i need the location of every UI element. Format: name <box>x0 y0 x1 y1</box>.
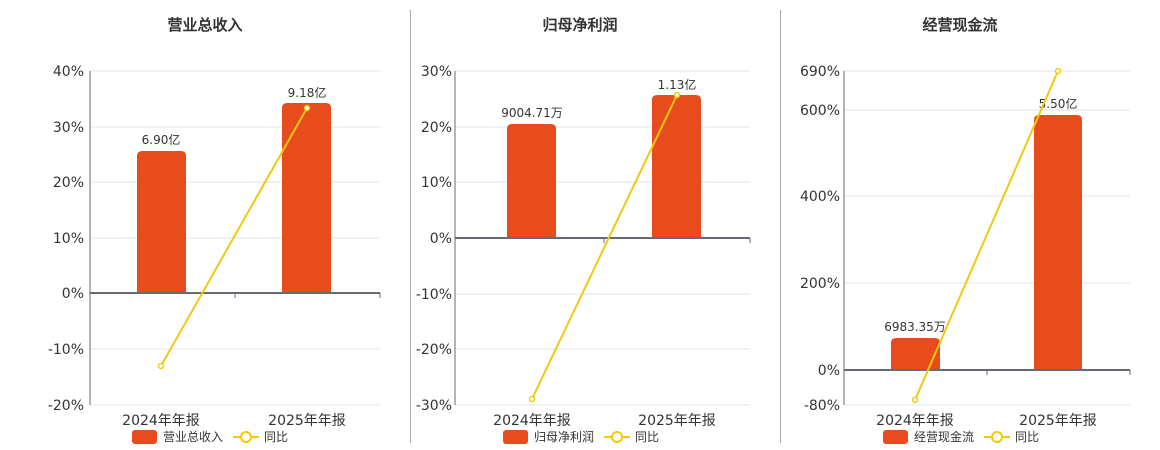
svg-text:30%: 30% <box>53 120 84 136</box>
line-legend-label: 同比 <box>1015 430 1040 444</box>
y-tick-labels: 40% 30% 20% 10% 0% -10% -20% <box>48 64 84 414</box>
svg-text:10%: 10% <box>421 175 452 191</box>
bar-value-labels: 9004.71万 1.13亿 <box>501 77 696 120</box>
yoy-line <box>160 107 308 367</box>
svg-text:-10%: -10% <box>48 342 84 358</box>
y-tick-labels: 30% 20% 10% 0% -10% -20% -30% <box>416 64 452 414</box>
svg-text:6983.35万: 6983.35万 <box>884 320 946 334</box>
bar-2024 <box>137 151 186 293</box>
svg-text:6.90亿: 6.90亿 <box>142 132 181 147</box>
svg-text:-80%: -80% <box>804 398 840 414</box>
svg-text:40%: 40% <box>53 64 84 80</box>
svg-text:0%: 0% <box>62 286 84 302</box>
chart-panel-revenue: 营业总收入 40% 30% 20% 10% 0% -10% -20% 6.90亿… <box>0 0 400 450</box>
svg-text:10%: 10% <box>53 231 84 247</box>
chart-panel-net-profit: 归母净利润 30% 20% 10% 0% -10% -20% -30% 9004… <box>416 16 751 445</box>
chart-title: 营业总收入 <box>167 16 243 34</box>
svg-text:2024年年报: 2024年年报 <box>122 413 200 429</box>
gridlines <box>90 70 380 406</box>
svg-text:0%: 0% <box>818 363 840 379</box>
svg-text:-20%: -20% <box>416 342 452 358</box>
x-tick-labels: 2024年年报 2025年年报 <box>876 413 1097 429</box>
svg-text:5.50亿: 5.50亿 <box>1039 96 1078 111</box>
line-legend-icon <box>984 430 1011 443</box>
svg-text:400%: 400% <box>800 189 840 205</box>
svg-text:9.18亿: 9.18亿 <box>288 85 327 100</box>
svg-text:2025年年报: 2025年年报 <box>268 413 346 429</box>
bar-value-labels: 6983.35万 5.50亿 <box>884 96 1077 334</box>
bar-legend-label: 经营现金流 <box>914 430 975 444</box>
svg-text:690%: 690% <box>800 64 840 80</box>
legend[interactable]: 营业总收入 同比 <box>132 428 288 445</box>
svg-text:-30%: -30% <box>416 398 452 414</box>
yoy-line <box>531 94 678 400</box>
bar-2024 <box>507 124 556 238</box>
bar-2025 <box>652 95 701 238</box>
gridlines <box>844 70 1130 406</box>
yoy-line <box>914 70 1059 401</box>
bar-legend-label: 营业总收入 <box>163 430 224 444</box>
svg-text:-10%: -10% <box>416 287 452 303</box>
svg-text:9004.71万: 9004.71万 <box>501 106 563 120</box>
svg-text:2024年年报: 2024年年报 <box>493 413 571 429</box>
legend[interactable]: 归母净利润 同比 <box>503 428 659 445</box>
panel-divider <box>780 10 781 443</box>
bar-legend-swatch <box>132 429 157 444</box>
legend[interactable]: 经营现金流 同比 <box>883 428 1039 445</box>
svg-text:20%: 20% <box>53 175 84 191</box>
svg-text:30%: 30% <box>421 64 452 80</box>
line-legend-icon <box>604 430 631 443</box>
line-legend-icon <box>233 430 260 443</box>
svg-text:2024年年报: 2024年年报 <box>876 413 954 429</box>
svg-text:-20%: -20% <box>48 398 84 414</box>
bar-value-labels: 6.90亿 9.18亿 <box>142 85 327 147</box>
chart-plot: 40% 30% 20% 10% 0% -10% -20% 6.90亿 9.18亿… <box>48 64 381 429</box>
svg-text:2025年年报: 2025年年报 <box>638 413 716 429</box>
chart-plot: 30% 20% 10% 0% -10% -20% -30% 9004.71万 1… <box>416 64 751 429</box>
x-tick-labels: 2024年年报 2025年年报 <box>493 413 716 429</box>
line-legend-label: 同比 <box>264 430 289 444</box>
svg-text:1.13亿: 1.13亿 <box>658 77 697 92</box>
bar-2025 <box>1034 115 1082 370</box>
svg-text:20%: 20% <box>421 120 452 136</box>
svg-text:200%: 200% <box>800 276 840 292</box>
chart-title: 归母净利润 <box>542 16 618 34</box>
chart-title: 经营现金流 <box>922 16 998 34</box>
svg-text:600%: 600% <box>800 103 840 119</box>
x-tick-labels: 2024年年报 2025年年报 <box>122 413 346 429</box>
y-tick-labels: 690% 600% 400% 200% 0% -80% <box>800 64 840 414</box>
bar-2024 <box>891 338 940 370</box>
bar-legend-label: 归母净利润 <box>534 430 595 444</box>
panel-divider <box>410 10 411 443</box>
line-legend-label: 同比 <box>635 430 660 444</box>
bar-legend-swatch <box>883 429 908 444</box>
svg-text:2025年年报: 2025年年报 <box>1019 413 1097 429</box>
bar-2025 <box>282 103 331 293</box>
bar-legend-swatch <box>503 429 528 444</box>
svg-text:0%: 0% <box>430 231 452 247</box>
